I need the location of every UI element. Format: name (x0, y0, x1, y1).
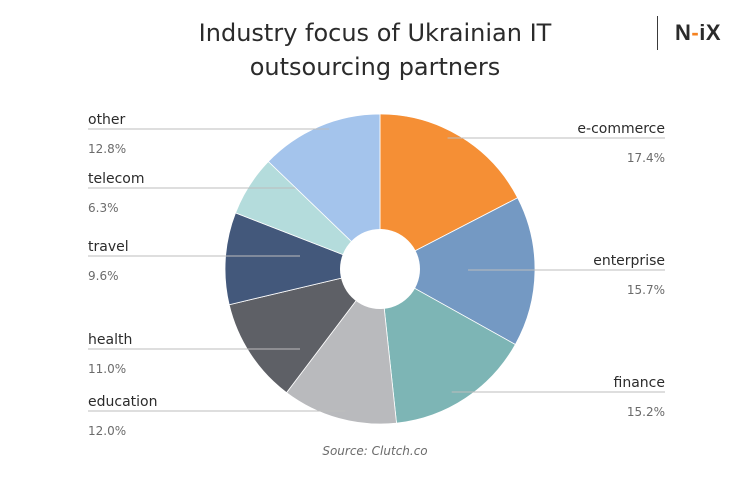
chart-title-line-1: Industry focus of Ukrainian IT (198, 19, 552, 47)
source-note: Source: Clutch.co (322, 444, 428, 458)
n-ix-logo: N - iX (657, 16, 721, 50)
value-label-telecom: 6.3% (88, 201, 119, 215)
logo-letter-n: N (675, 20, 692, 45)
slice-e-commerce (379, 113, 519, 270)
value-label-travel: 9.6% (88, 269, 119, 283)
slice-enterprise (379, 197, 536, 346)
label-health: health (88, 332, 132, 348)
logo-dash: - (691, 20, 700, 45)
slice-finance (379, 268, 516, 424)
label-e-commerce: e-commerce (577, 121, 665, 137)
slice-travel (224, 212, 382, 306)
value-label-e-commerce: 17.4% (627, 151, 665, 165)
logo-letters-ix: iX (699, 20, 722, 45)
value-label-health: 11.0% (88, 362, 126, 376)
value-label-enterprise: 15.7% (627, 283, 665, 297)
donut-hole (340, 229, 420, 309)
slice-other (267, 113, 381, 270)
label-travel: travel (88, 239, 129, 255)
label-telecom: telecom (88, 171, 145, 187)
chart-title: Industry focus of Ukrainian IT outsourci… (140, 16, 610, 84)
label-other: other (88, 112, 126, 128)
label-enterprise: enterprise (593, 253, 665, 269)
label-finance: finance (614, 375, 665, 391)
slice-education (285, 267, 397, 425)
label-education: education (88, 394, 157, 410)
slice-health (228, 268, 381, 394)
value-label-education: 12.0% (88, 424, 126, 438)
value-label-other: 12.8% (88, 142, 126, 156)
value-label-finance: 15.2% (627, 405, 665, 419)
chart-title-line-2: outsourcing partners (249, 53, 501, 81)
